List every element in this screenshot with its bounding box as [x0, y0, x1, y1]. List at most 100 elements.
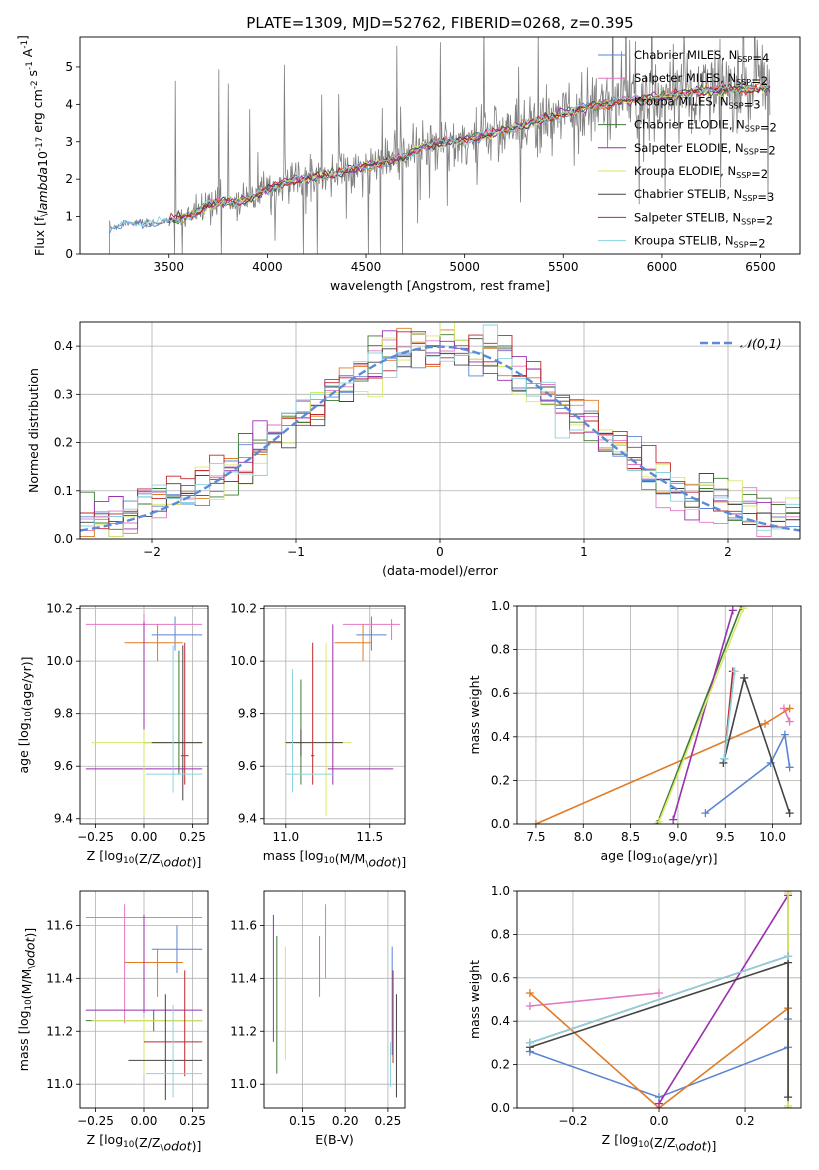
- x-tick-label: 11.0: [272, 830, 299, 844]
- y-tick-label: 0.0: [54, 532, 73, 546]
- y-tick-label: 0.4: [54, 339, 73, 353]
- series-line: [658, 607, 745, 823]
- x-tick-label: 8.5: [621, 830, 640, 844]
- errorbar: [334, 624, 372, 662]
- series-marker: [720, 754, 729, 763]
- model-line: [109, 84, 771, 230]
- x-axis-label: age [log10(age/yr)]: [600, 848, 717, 866]
- series-marker: [784, 891, 793, 898]
- legend-label: Salpeter ELODIE, NSSP=2: [634, 141, 776, 158]
- y-tick-label: 0.2: [54, 436, 73, 450]
- errorbar: [124, 624, 183, 662]
- axes-frame: [263, 605, 406, 825]
- errorbar: [85, 914, 203, 1013]
- y-axis-label: age [log10(age/yr)]: [16, 656, 34, 773]
- histogram-step: [80, 322, 800, 538]
- x-tick-label: 11.5: [356, 830, 383, 844]
- series-marker: [761, 719, 770, 728]
- y-tick-label: 0.2: [491, 1058, 510, 1072]
- series-marker: [784, 952, 793, 961]
- y-tick-label: 0.1: [54, 484, 73, 498]
- x-axis-label: Z [log10(Z/Z\odot)]: [602, 1132, 717, 1153]
- y-axis-label: mass weight: [467, 675, 482, 754]
- errorbar: [124, 949, 183, 997]
- series-marker: [739, 606, 748, 613]
- x-axis-label: E(B-V): [315, 1132, 354, 1147]
- y-tick-label: 0.0: [491, 817, 510, 831]
- legend-label: Kroupa MILES, NSSP=3: [634, 94, 761, 111]
- axes-spectrum: 3500 4000 4500 5000 5500 6000 6500 0 1 2 3 4 5 wavele…: [15, 35, 801, 293]
- x-axis-label: Z [log10(Z/Z\odot)]: [87, 848, 202, 869]
- series-line: [723, 671, 736, 759]
- axes-frame: [79, 605, 209, 825]
- y-tick-label: 11.6: [46, 918, 73, 932]
- series-marker: [728, 606, 737, 615]
- x-tick-label: 4000: [252, 260, 283, 274]
- y-tick-label: 1: [65, 210, 73, 224]
- series-marker: [719, 758, 728, 767]
- legend-label: Salpeter MILES, NSSP=2: [634, 71, 768, 88]
- x-tick-label: 2: [724, 545, 732, 559]
- axes-frame: [263, 890, 406, 1109]
- legend-label: Salpeter STELIB, NSSP=2: [634, 210, 773, 227]
- x-tick-label: 0.20: [332, 1114, 359, 1128]
- legend-label: Chabrier ELODIE, NSSP=2: [634, 118, 777, 135]
- series-line: [672, 610, 734, 820]
- y-tick-label: 9.4: [54, 812, 73, 826]
- series-marker: [785, 717, 794, 726]
- x-tick-label: 0.15: [289, 1114, 316, 1128]
- axes-frame: [79, 321, 801, 540]
- series-marker: [785, 809, 794, 818]
- x-tick-label: 0.00: [131, 830, 158, 844]
- y-tick-label: 10.2: [230, 602, 257, 616]
- errorbar: [151, 925, 203, 974]
- errorbar: [145, 645, 203, 793]
- legend-label: 𝒩(0,1): [740, 336, 782, 351]
- x-tick-label: 9.5: [716, 830, 735, 844]
- y-tick-label: 0: [65, 247, 73, 261]
- errorbar: [285, 669, 333, 793]
- errorbar: [295, 679, 303, 785]
- x-tick-label: 5500: [548, 260, 579, 274]
- model-line: [168, 82, 771, 221]
- x-tick-label: 8.0: [574, 830, 593, 844]
- series-marker: [785, 763, 794, 772]
- y-tick-label: 0.6: [491, 971, 510, 985]
- errorbar: [91, 1018, 203, 1074]
- errorbar: [151, 616, 203, 651]
- x-tick-label: 0.25: [375, 1114, 402, 1128]
- errorbar: [356, 616, 387, 651]
- x-axis-label: (data-model)/error: [382, 563, 499, 578]
- plot-area-mass_vs_ebv: [272, 904, 397, 1098]
- y-tick-label: 9.8: [54, 707, 73, 721]
- y-tick-label: 9.6: [238, 759, 257, 773]
- y-tick-label: 4: [65, 97, 73, 111]
- plot-area-spectrum: [109, 37, 771, 254]
- y-tick-label: 0.2: [491, 773, 510, 787]
- x-tick-label: 9.0: [668, 830, 687, 844]
- plot-area-age_vs_Z: [85, 613, 203, 817]
- plot-area-massweight_vs_age: [531, 606, 794, 824]
- y-tick-label: 0.8: [491, 643, 510, 657]
- x-tick-label: 6000: [647, 260, 678, 274]
- errorbar: [311, 642, 315, 785]
- y-axis-label: Flux [f\lambda10-17 erg cm-2 s-1 A-1]: [15, 35, 50, 256]
- plots: 3500 4000 4500 5000 5500 6000 6500 0 1 2 3 4 5 wavele…: [15, 35, 802, 1153]
- x-tick-label: 7.5: [526, 830, 545, 844]
- y-tick-label: 0.8: [491, 927, 510, 941]
- x-axis-label: wavelength [Angstrom, rest frame]: [330, 278, 550, 293]
- x-tick-label: 1: [580, 545, 588, 559]
- x-axis-label: Z [log10(Z/Z\odot)]: [87, 1132, 202, 1153]
- x-tick-label: 5000: [449, 260, 480, 274]
- y-axis-label: Normed distribution: [26, 368, 41, 493]
- x-tick-label: −0.25: [77, 1114, 114, 1128]
- y-tick-label: 9.8: [238, 707, 257, 721]
- x-tick-label: 4500: [351, 260, 382, 274]
- gaussian-curve: [80, 345, 800, 532]
- series-marker: [531, 820, 540, 824]
- y-tick-label: 0.4: [491, 1014, 510, 1028]
- errorbar: [180, 642, 189, 785]
- y-tick-label: 11.4: [46, 971, 73, 985]
- y-axis-label: mass [log10(M/M\odot)]: [16, 928, 37, 1071]
